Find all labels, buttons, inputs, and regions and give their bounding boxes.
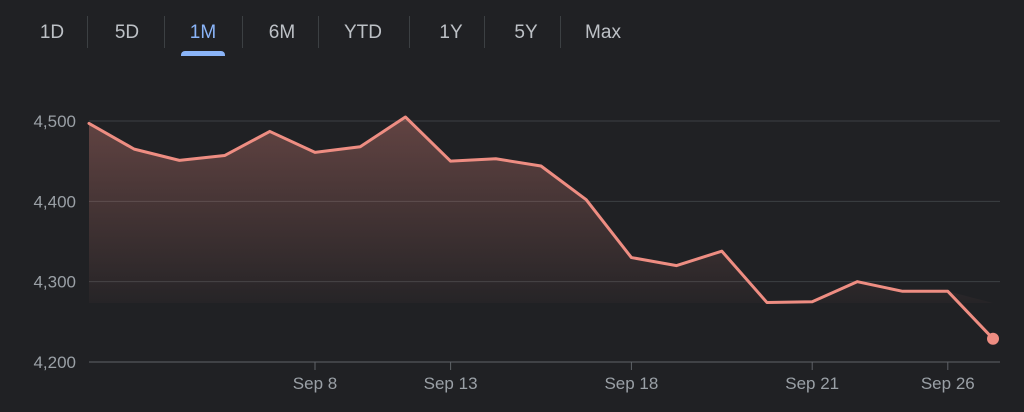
tab-separator xyxy=(560,16,561,48)
tab-separator xyxy=(318,16,319,48)
tab-label: 6M xyxy=(268,22,296,43)
tab-separator xyxy=(484,16,485,48)
x-tick-label: Sep 18 xyxy=(604,374,658,393)
price-line xyxy=(87,115,995,341)
x-tick-label: Sep 26 xyxy=(921,374,975,393)
tab-separator xyxy=(242,16,243,48)
tab-label: 5Y xyxy=(514,22,538,43)
tab-label: YTD xyxy=(344,22,382,43)
y-tick-label: 4,300 xyxy=(33,273,76,292)
y-tick-label: 4,500 xyxy=(33,112,76,131)
tab-1y[interactable]: 1Y xyxy=(416,0,486,66)
tab-max[interactable]: Max xyxy=(563,0,643,66)
tab-label: 1D xyxy=(39,22,65,43)
tab-separator xyxy=(164,16,165,48)
tab-separator xyxy=(87,16,88,48)
x-tick-label: Sep 21 xyxy=(785,374,839,393)
tab-label: Max xyxy=(585,22,621,43)
tab-5d[interactable]: 5D xyxy=(92,0,162,66)
y-tick-label: 4,200 xyxy=(33,353,76,372)
y-tick-label: 4,400 xyxy=(33,192,76,211)
tab-ytd[interactable]: YTD xyxy=(323,0,403,66)
tab-label: 1M xyxy=(189,22,217,43)
tab-6m[interactable]: 6M xyxy=(247,0,317,66)
x-tick-label: Sep 8 xyxy=(293,374,337,393)
tab-1d[interactable]: 1D xyxy=(22,0,82,66)
tab-label: 1Y xyxy=(439,22,463,43)
tab-1m[interactable]: 1M xyxy=(168,0,238,66)
latest-price-dot xyxy=(987,332,999,345)
area-fill xyxy=(89,116,993,303)
tab-5y[interactable]: 5Y xyxy=(491,0,561,66)
tab-separator xyxy=(409,16,410,48)
active-tab-indicator xyxy=(181,51,225,56)
x-tick-label: Sep 13 xyxy=(424,374,478,393)
tab-label: 5D xyxy=(114,22,140,43)
